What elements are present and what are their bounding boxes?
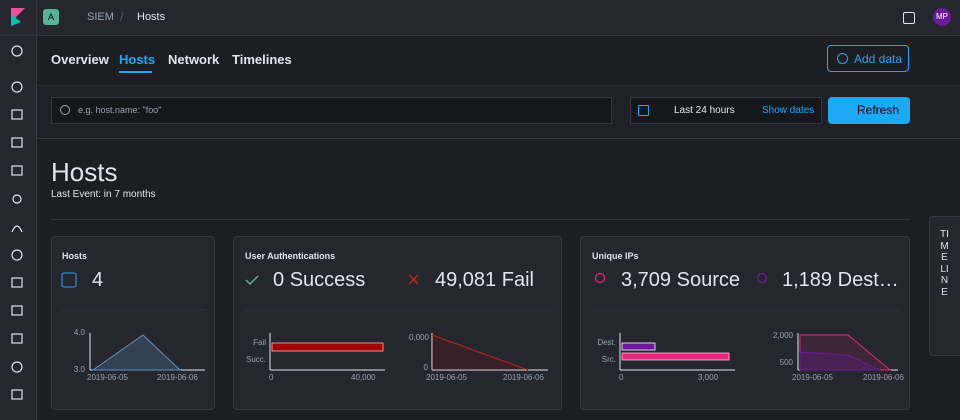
area-line bbox=[431, 334, 529, 371]
tab-active[interactable]: Hosts bbox=[119, 52, 156, 67]
search-icon bbox=[60, 105, 70, 115]
stat-value: 3,709 Source bbox=[621, 270, 740, 290]
area bbox=[799, 351, 881, 371]
timeline-tab[interactable] bbox=[929, 216, 960, 356]
card bbox=[51, 236, 215, 410]
value: 1,189 bbox=[782, 270, 833, 290]
sidebar bbox=[0, 0, 37, 420]
hosts-icon bbox=[61, 272, 77, 288]
tab-underline bbox=[119, 71, 152, 73]
card-title: Hosts bbox=[62, 251, 88, 261]
stat-value: 0 Success bbox=[273, 270, 365, 290]
y-tick-label: 40,000 bbox=[408, 333, 429, 342]
calendar-icon[interactable] bbox=[638, 105, 649, 116]
tab[interactable]: Overview bbox=[51, 52, 109, 67]
page-subtitle: Last Event: in 7 months bbox=[51, 189, 156, 200]
search-input[interactable] bbox=[51, 97, 612, 124]
space-badge[interactable]: A bbox=[43, 9, 59, 25]
stat-value: 4 bbox=[92, 269, 104, 291]
y-tick-label: 4.0 bbox=[73, 328, 85, 337]
timeline-label: TIMELINE bbox=[940, 229, 949, 298]
x-tick-label: 2019-06-06 bbox=[157, 373, 198, 382]
success-icon bbox=[245, 275, 259, 286]
axes bbox=[269, 333, 548, 371]
label: Success bbox=[289, 269, 366, 291]
y-tick-label: 500 bbox=[779, 358, 793, 367]
header bbox=[37, 0, 960, 36]
add-data-button[interactable]: Add data bbox=[827, 45, 909, 72]
nav-icons[interactable] bbox=[11, 45, 23, 400]
category-label: Dest. bbox=[597, 338, 616, 347]
label: Fail bbox=[501, 269, 534, 291]
tab[interactable]: Network bbox=[168, 52, 220, 67]
y-tick-label: 3.0 bbox=[73, 365, 85, 374]
stat-value: 49,081 Fail bbox=[435, 270, 534, 290]
divider bbox=[51, 219, 910, 220]
breadcrumb-separator: / bbox=[120, 9, 124, 24]
destination-icon bbox=[756, 272, 768, 284]
card bbox=[580, 236, 910, 410]
tab[interactable]: Timelines bbox=[232, 52, 292, 67]
y-tick-label: 2,000 bbox=[772, 331, 793, 340]
x-tick-label: 0 bbox=[269, 373, 274, 382]
refresh-button[interactable]: Refresh bbox=[828, 97, 910, 124]
bar bbox=[621, 342, 656, 351]
y-tick-label: 0 bbox=[423, 363, 428, 372]
stat-value: 1,189 Destination bbox=[782, 270, 900, 290]
add-icon bbox=[837, 53, 848, 64]
fullscreen-icon[interactable] bbox=[903, 12, 915, 24]
bar bbox=[271, 342, 384, 352]
page-title: Hosts bbox=[51, 157, 118, 187]
show-dates[interactable]: Show dates bbox=[762, 105, 815, 116]
logo bbox=[11, 14, 21, 26]
card bbox=[233, 236, 562, 410]
label: Destination bbox=[837, 270, 900, 290]
area bbox=[91, 334, 182, 371]
x-tick-label: 2019-06-05 bbox=[87, 373, 128, 382]
category-label: Src. bbox=[601, 355, 616, 364]
card-title: User Authentications bbox=[245, 251, 336, 261]
source-icon bbox=[594, 272, 606, 284]
x-tick-label: 2019-06-06 bbox=[503, 373, 544, 382]
search-placeholder: e.g. host.name: "foo" bbox=[78, 105, 162, 115]
avatar[interactable]: MP bbox=[933, 8, 951, 26]
sidebar-icons bbox=[0, 8, 36, 400]
x-tick-label: 3,000 bbox=[698, 373, 719, 382]
breadcrumb: Hosts bbox=[137, 11, 166, 23]
value: 0 bbox=[273, 269, 285, 291]
x-tick-label: 2019-06-06 bbox=[863, 373, 904, 382]
label: Source bbox=[676, 269, 740, 291]
value: 49,081 bbox=[435, 269, 497, 291]
card-title: Unique IPs bbox=[592, 251, 639, 261]
category-label: Fail bbox=[253, 338, 266, 347]
x-tick-label: 2019-06-05 bbox=[426, 373, 467, 382]
category-label: Succ. bbox=[245, 355, 266, 364]
x-tick-label: 0 bbox=[619, 373, 624, 382]
x-tick-label: 2019-06-05 bbox=[792, 373, 833, 382]
date-picker[interactable] bbox=[630, 97, 822, 124]
y-tick-clip: 40,000 bbox=[408, 332, 429, 344]
value: 3,709 bbox=[621, 269, 672, 291]
x-tick-label: 40,000 bbox=[351, 373, 376, 382]
date-range: Last 24 hours bbox=[674, 105, 735, 116]
fail-icon bbox=[408, 274, 419, 285]
bar bbox=[621, 352, 730, 361]
breadcrumb[interactable]: SIEM bbox=[87, 11, 114, 23]
